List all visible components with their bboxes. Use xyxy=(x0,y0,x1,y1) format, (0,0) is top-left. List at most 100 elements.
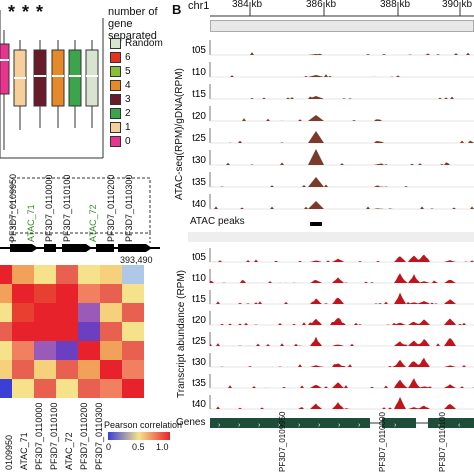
legend-swatch xyxy=(110,52,121,63)
legend-item: 2 xyxy=(110,108,131,119)
track-label: t40 xyxy=(192,199,206,210)
heatmap-cell xyxy=(78,284,100,303)
track-label: t25 xyxy=(192,336,206,347)
heatmap-cell xyxy=(78,360,100,379)
heatmap-cell xyxy=(122,284,144,303)
rna-ylabel: Transcript abundance (RPM) xyxy=(176,269,187,398)
legend-item: 3 xyxy=(110,94,131,105)
heatmap-cell xyxy=(100,265,122,284)
colorbar-tick-05: 0.5 xyxy=(132,442,145,452)
heatmap-cell xyxy=(0,322,12,341)
track-label: t30 xyxy=(192,155,206,166)
heatmap-cell xyxy=(56,303,78,322)
heatmap-cell xyxy=(56,265,78,284)
heatmap-cell xyxy=(12,322,34,341)
legend-label: 5 xyxy=(125,66,131,78)
legend-swatch xyxy=(110,136,121,147)
heatmap-cell xyxy=(34,284,56,303)
signal-track xyxy=(210,74,474,77)
legend-swatch xyxy=(110,38,121,49)
panel-b-label: B xyxy=(172,2,182,17)
colorbar-tick-0: 0 xyxy=(106,442,112,452)
heatmap-cell xyxy=(0,341,12,360)
legend-label: 2 xyxy=(125,108,131,120)
signal-track xyxy=(210,357,474,367)
box-random xyxy=(85,40,99,128)
signal-track xyxy=(210,254,474,262)
track-label: t30 xyxy=(192,357,206,368)
gene-map-label: PF3D7_0110000 xyxy=(44,175,54,242)
legend-item: 4 xyxy=(110,80,131,91)
legend-item: 5 xyxy=(110,66,131,77)
signal-track xyxy=(210,292,474,304)
rna-section-header xyxy=(188,232,474,242)
heatmap-cell xyxy=(56,284,78,303)
heatmap-cell xyxy=(34,379,56,398)
heatmap-cell xyxy=(56,341,78,360)
genes-track: › › › › › › › › › ‹ ‹ xyxy=(210,418,474,429)
ruler-label: 390 kb xyxy=(442,0,473,10)
heatmap-cell xyxy=(34,341,56,360)
signal-track xyxy=(210,273,474,283)
heatmap-cell xyxy=(122,360,144,379)
heatmap-cell xyxy=(122,322,144,341)
signal-track xyxy=(210,336,474,346)
heatmap-cell xyxy=(0,360,12,379)
track-label: t05 xyxy=(192,252,206,263)
svg-text:›: › xyxy=(218,422,221,429)
legend-item: 1 xyxy=(110,122,131,133)
legend-label: 6 xyxy=(125,52,131,64)
signal-track xyxy=(210,396,474,409)
box-5 xyxy=(68,40,82,128)
signal-track xyxy=(210,378,474,388)
gene-feature xyxy=(382,418,416,428)
heatmap-cell xyxy=(100,303,122,322)
significance-stars: * * * xyxy=(8,2,45,22)
heatmap-cell xyxy=(0,265,12,284)
gene-block xyxy=(96,244,114,252)
gene-block xyxy=(10,244,32,252)
heatmap-x-label: ATAC_72 xyxy=(64,432,74,470)
legend-item: 6 xyxy=(110,52,131,63)
legend-label: 3 xyxy=(125,94,131,106)
signal-track xyxy=(210,115,474,121)
gene-map-label: PF3D7_0110200 xyxy=(106,175,116,242)
heatmap-cell xyxy=(34,360,56,379)
heatmap-cell xyxy=(0,303,12,322)
heatmap-x-label: PF3D7_0110100 xyxy=(49,402,59,470)
legend-label: 0 xyxy=(125,136,131,148)
svg-text:›: › xyxy=(278,422,281,429)
heatmap-cell xyxy=(56,360,78,379)
heatmap-cell xyxy=(122,265,144,284)
correlation-legend-title: Pearson correlation xyxy=(104,420,183,430)
rna-tracks: t05 t10 t15 t20 t25 t30 t35 t40 xyxy=(192,248,474,410)
gene-map-label: PF3D7_0110300 xyxy=(124,175,134,242)
svg-text:›: › xyxy=(238,422,241,429)
svg-text:›: › xyxy=(394,422,397,429)
svg-text:‹: ‹ xyxy=(438,422,441,429)
track-label: t10 xyxy=(192,67,206,78)
heatmap-cell xyxy=(100,379,122,398)
legend-label: 4 xyxy=(125,80,131,92)
gene-map-label: PF3D7_0110100 xyxy=(62,175,72,242)
track-label: t20 xyxy=(192,111,206,122)
heatmap-cell xyxy=(34,322,56,341)
box-1 xyxy=(13,40,27,130)
atac-peak-mark xyxy=(310,222,322,226)
signal-track xyxy=(210,317,474,325)
svg-text:›: › xyxy=(358,422,361,429)
heatmap-cell xyxy=(78,379,100,398)
track-label: t15 xyxy=(192,294,206,305)
gene-name-label: PF3D7_0109950 xyxy=(278,411,287,473)
heatmap-cell xyxy=(12,379,34,398)
ruler xyxy=(210,2,474,17)
heatmap-cell xyxy=(56,322,78,341)
atac-ylabel: ATAC-seq(RPM)/gDNA(RPM) xyxy=(174,68,185,200)
correlation-colorbar xyxy=(108,432,170,440)
heatmap-cell xyxy=(100,322,122,341)
heatmap-cell xyxy=(78,322,100,341)
heatmap-cell xyxy=(78,303,100,322)
ruler-label: 384 kb xyxy=(232,0,263,10)
signal-track xyxy=(210,96,474,99)
heatmap-cell xyxy=(100,341,122,360)
